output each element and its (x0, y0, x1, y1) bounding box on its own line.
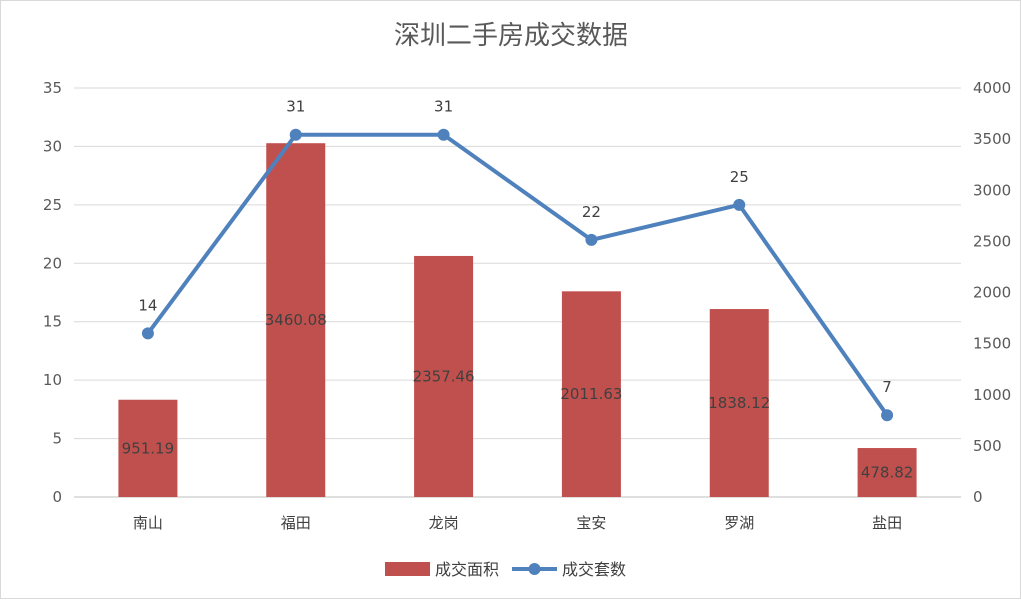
y-right-tick-label: 2500 (973, 232, 1011, 250)
y-left-tick-label: 35 (43, 79, 62, 97)
line-data-label: 25 (730, 168, 749, 186)
line-point (585, 233, 598, 246)
line-data-label: 31 (286, 98, 305, 116)
line-point (437, 128, 450, 141)
bar-data-label: 1838.12 (708, 394, 770, 412)
y-right-tick-label: 3000 (973, 181, 1011, 199)
bar-data-label: 3460.08 (265, 311, 327, 329)
grid-layer (74, 87, 961, 498)
y-right-tick-label: 4000 (973, 79, 1011, 97)
axes-layer: 0 5 10 15 20 25 30 35 0 500 1000 1500 2000 2500 3000 35… (43, 79, 1011, 532)
line-point (289, 128, 302, 141)
bar (857, 448, 917, 497)
chart-title: 深圳二手房成交数据 (394, 21, 628, 51)
bar-data-label: 2357.46 (413, 367, 475, 385)
y-right-tick-label: 1000 (973, 386, 1011, 404)
y-right-tick-label: 3500 (973, 130, 1011, 148)
legend-swatch-bar (385, 562, 430, 576)
bar (414, 255, 474, 497)
bar-data-label: 951.19 (122, 439, 175, 457)
x-tick-label: 罗湖 (724, 514, 754, 532)
line-point (881, 409, 894, 422)
x-tick-label: 龙岗 (429, 514, 459, 532)
y-left-tick-label: 25 (43, 196, 62, 214)
bars-layer (118, 143, 917, 497)
line-data-label: 22 (582, 203, 601, 221)
y-right-tick-label: 2000 (973, 284, 1011, 302)
y-left-tick-label: 15 (43, 313, 62, 331)
labels-layer: 951.19 3460.08 2357.46 2011.63 1838.12 478.82… (122, 98, 914, 482)
x-tick-label: 宝安 (576, 514, 606, 532)
y-left-tick-label: 30 (43, 137, 62, 155)
legend-marker-line (528, 563, 541, 575)
y-left-tick-label: 5 (52, 430, 62, 448)
legend: 成交面积 成交套数 (385, 560, 626, 579)
line-data-label: 7 (882, 378, 892, 396)
y-right-tick-label: 0 (973, 488, 983, 506)
bar-data-label: 478.82 (861, 464, 914, 482)
line-point (733, 198, 746, 211)
line-data-label: 14 (138, 296, 157, 314)
bar (561, 291, 621, 497)
bar (118, 399, 178, 497)
legend-label-bar: 成交面积 (435, 560, 499, 579)
line-layer (141, 128, 894, 422)
line-data-label: 31 (434, 98, 453, 116)
bar-data-label: 2011.63 (560, 385, 622, 403)
y-right-tick-label: 1500 (973, 335, 1011, 353)
y-left-tick-label: 10 (43, 371, 62, 389)
x-tick-label: 南山 (133, 514, 163, 532)
y-left-tick-label: 0 (52, 488, 62, 506)
line-point (141, 327, 154, 340)
x-tick-label: 福田 (281, 514, 311, 532)
legend-label-line: 成交套数 (562, 560, 626, 579)
bar (266, 143, 326, 497)
bar (709, 309, 769, 497)
line-series (145, 132, 890, 418)
y-left-tick-label: 20 (43, 254, 62, 272)
y-right-tick-label: 500 (973, 437, 1002, 455)
x-tick-label: 盐田 (872, 514, 902, 532)
